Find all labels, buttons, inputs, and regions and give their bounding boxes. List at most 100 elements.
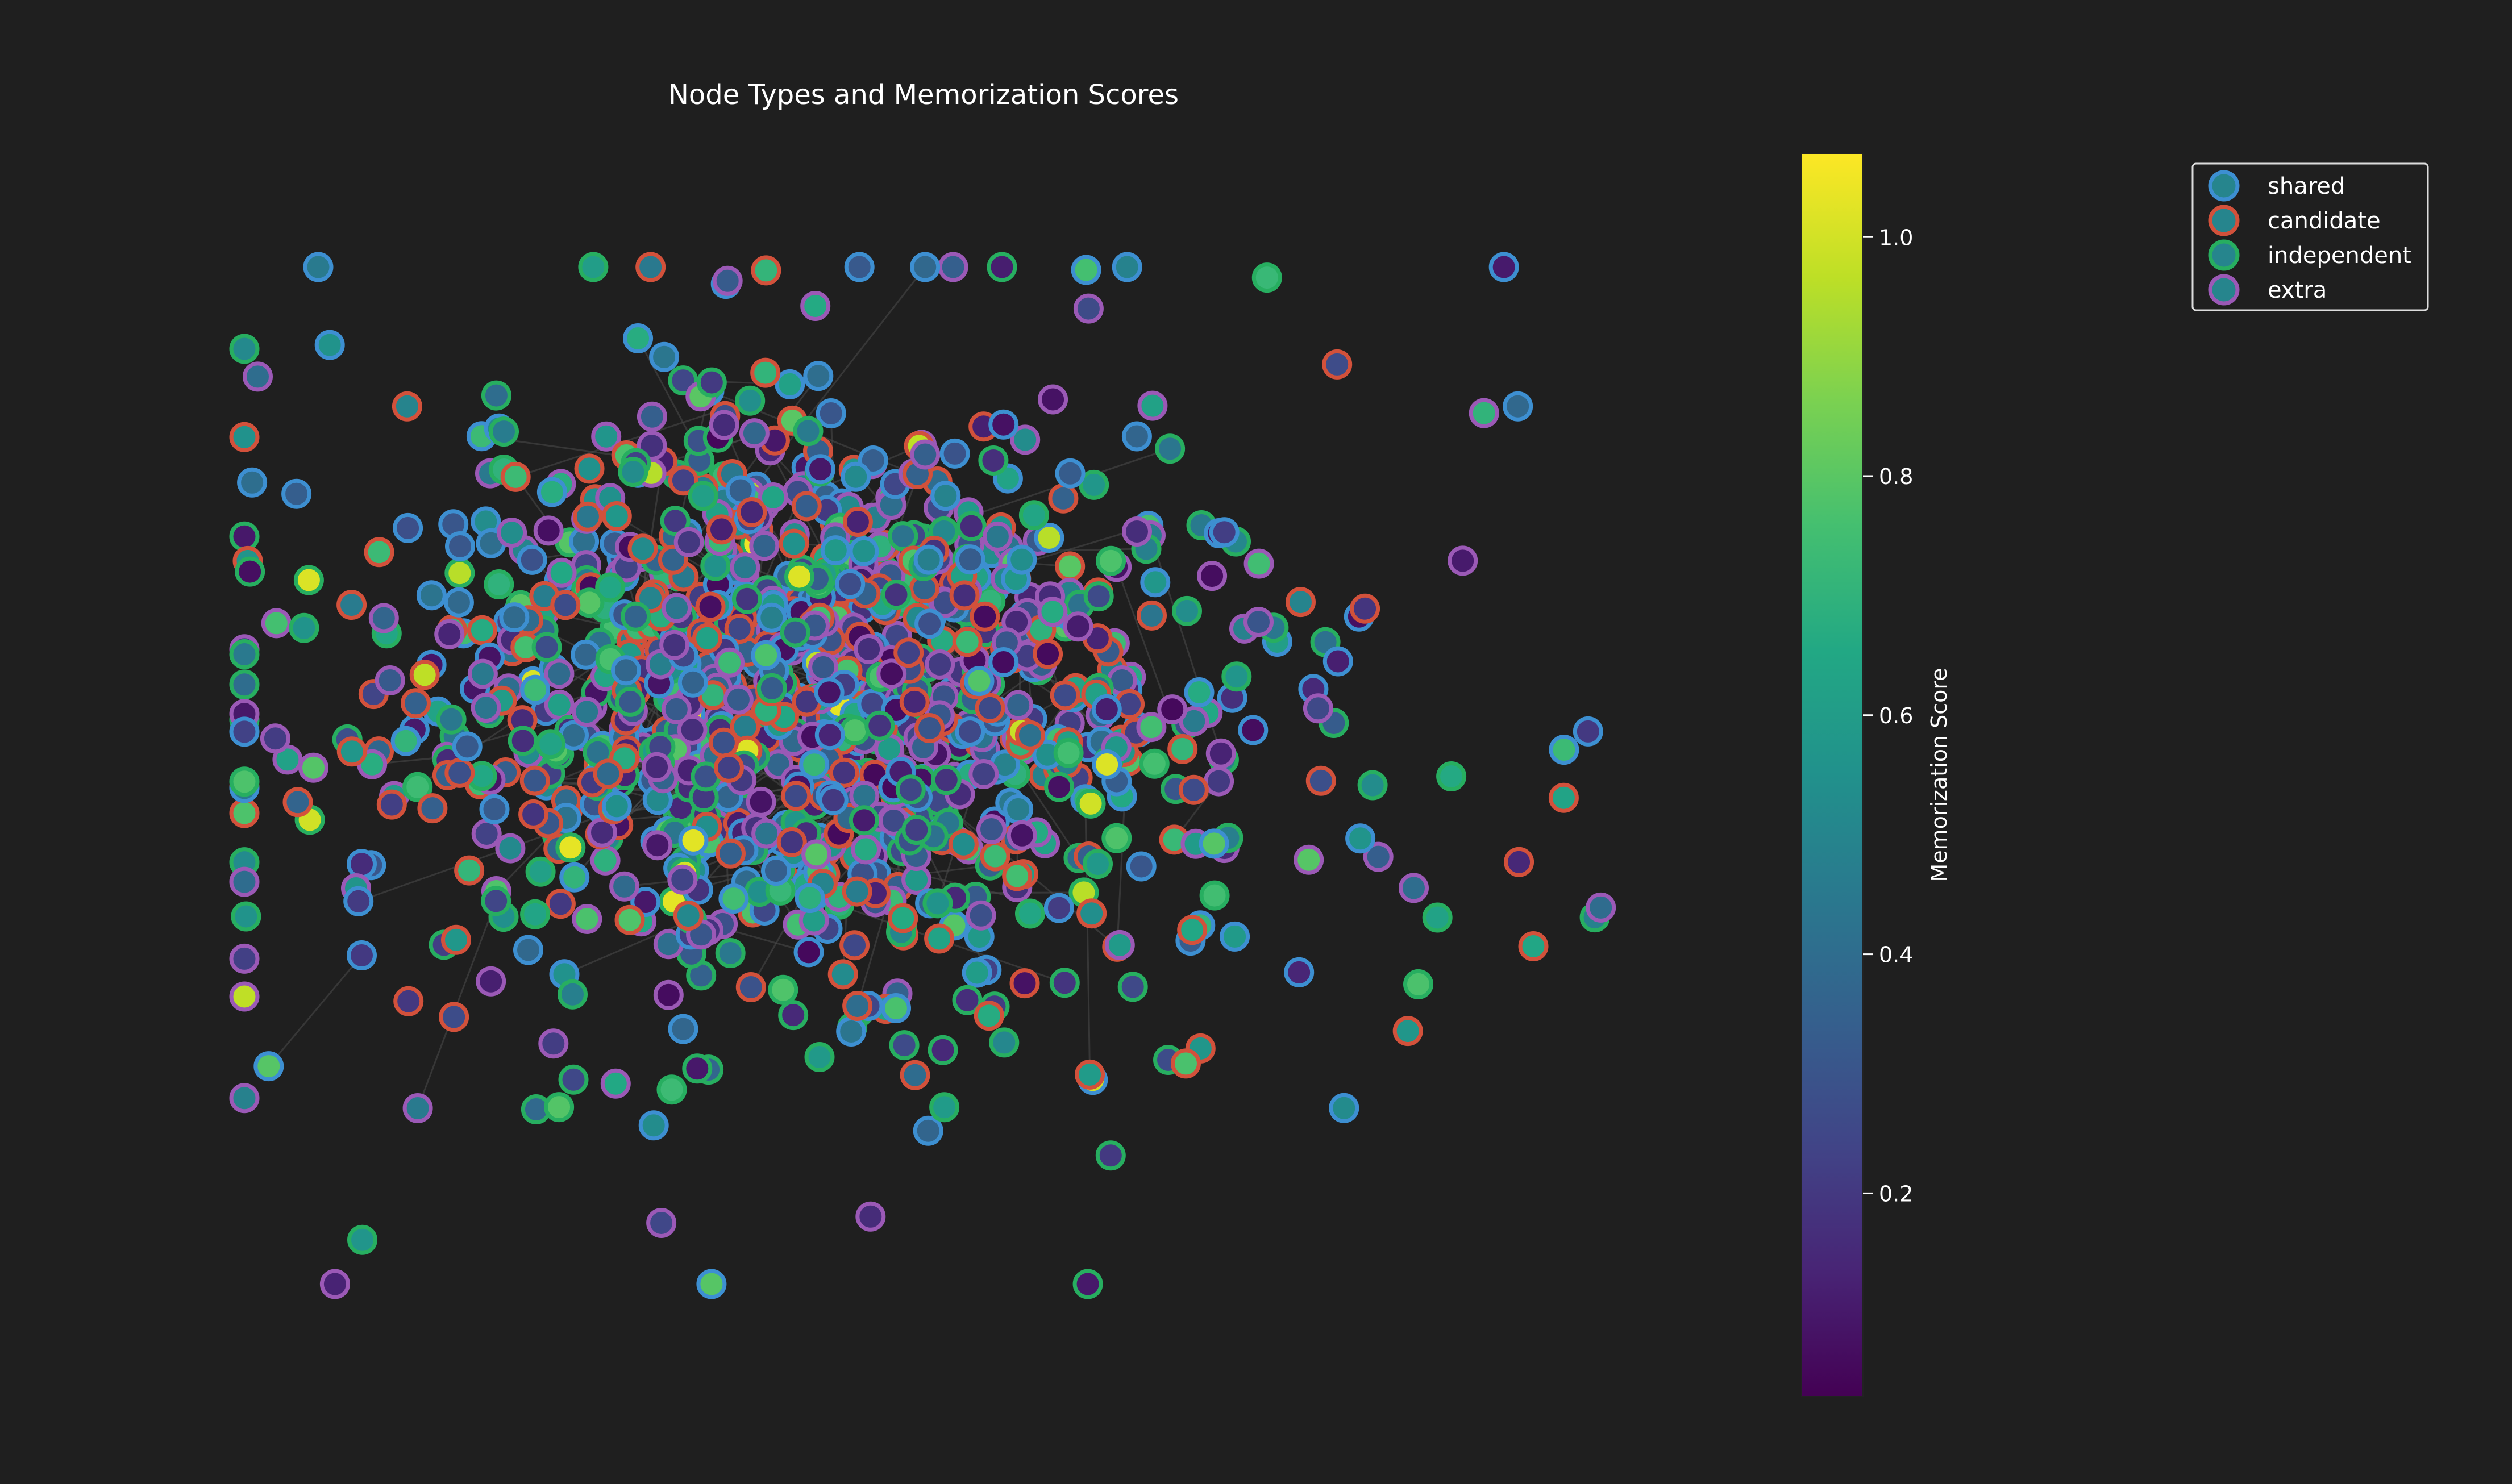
graph-node <box>1197 561 1228 591</box>
graph-node <box>779 528 809 559</box>
graph-node <box>708 727 739 758</box>
graph-node <box>229 716 260 747</box>
graph-node <box>768 974 798 1005</box>
graph-node <box>416 580 447 611</box>
graph-node <box>964 666 995 697</box>
graph-node <box>968 759 999 789</box>
graph-node <box>1167 733 1198 764</box>
graph-node <box>881 993 911 1023</box>
graph-node <box>1155 433 1186 464</box>
graph-node <box>1220 921 1250 952</box>
graph-node <box>780 617 810 648</box>
graph-node <box>1095 1140 1126 1171</box>
graph-node <box>928 1035 958 1065</box>
graph-node <box>1091 694 1122 724</box>
graph-node <box>1104 929 1135 960</box>
graph-node <box>467 658 498 689</box>
graph-node <box>803 361 834 391</box>
graph-node <box>1178 774 1209 805</box>
graph-node <box>229 981 260 1012</box>
graph-node <box>635 252 666 282</box>
graph-node <box>976 814 1007 844</box>
graph-node <box>653 979 684 1010</box>
graph-node <box>814 677 845 708</box>
graph-node <box>696 367 727 398</box>
graph-node <box>559 862 590 893</box>
graph-node <box>229 766 260 797</box>
graph-node <box>1010 424 1041 455</box>
graph-node <box>1073 293 1104 324</box>
graph-node <box>851 834 881 865</box>
graph-node <box>730 552 760 583</box>
graph-node <box>243 361 273 392</box>
graph-node <box>1243 607 1274 637</box>
legend: shared candidate independent extra <box>2191 162 2429 311</box>
graph-node <box>638 1110 669 1141</box>
graph-node <box>519 765 550 796</box>
graph-node <box>956 511 987 541</box>
graph-node <box>801 839 832 870</box>
graph-node <box>1076 898 1107 929</box>
graph-node <box>481 886 511 916</box>
graph-node <box>724 614 755 644</box>
legend-marker-candidate <box>2208 205 2240 236</box>
graph-node <box>1436 761 1467 791</box>
graph-node <box>1171 1048 1201 1079</box>
graph-node <box>761 856 791 886</box>
colorbar-tick-label: 0.6 <box>1879 703 1913 728</box>
graph-node <box>481 380 511 411</box>
graph-node <box>544 690 575 720</box>
graph-node <box>1329 1093 1359 1123</box>
chart-title: Node Types and Memorization Scores <box>668 79 1179 111</box>
colorbar-label: Memorization Score <box>1927 668 1952 882</box>
graph-node <box>952 627 983 657</box>
graph-node <box>1586 892 1616 923</box>
graph-node <box>572 501 603 532</box>
graph-node <box>849 781 880 811</box>
graph-node <box>229 422 260 452</box>
colorbar-tick-label: 0.2 <box>1879 1181 1913 1206</box>
colorbar-ticks: 0.2 0.4 0.6 0.8 1.0 <box>1863 225 1913 1206</box>
graph-node <box>520 674 551 705</box>
graph-node <box>978 445 1009 476</box>
graph-node <box>289 612 319 643</box>
node-layer <box>229 252 1616 1299</box>
graph-node <box>656 1074 687 1105</box>
graph-node <box>642 752 672 782</box>
graph-node <box>893 637 924 668</box>
graph-node <box>1221 661 1252 692</box>
graph-node <box>925 649 955 680</box>
graph-node <box>948 829 979 860</box>
graph-node <box>988 647 1019 677</box>
graph-node <box>1548 782 1579 813</box>
graph-node <box>1363 841 1394 872</box>
graph-node <box>695 591 726 622</box>
graph-node <box>982 521 1013 552</box>
graph-node <box>649 341 680 372</box>
graph-node <box>888 521 918 552</box>
graph-node <box>1007 820 1037 851</box>
graph-node <box>347 940 377 970</box>
graph-node <box>962 957 992 988</box>
graph-node <box>1357 770 1388 801</box>
graph-node <box>816 398 846 428</box>
graph-node <box>1018 500 1049 531</box>
graph-node <box>914 713 945 743</box>
graph-node <box>716 838 746 869</box>
graph-node <box>336 736 367 767</box>
graph-node <box>609 871 640 902</box>
graph-node <box>439 1002 469 1032</box>
graph-node <box>1243 548 1274 579</box>
graph-node <box>955 716 985 747</box>
graph-node <box>555 832 586 863</box>
graph-node <box>402 1093 433 1123</box>
graph-node <box>623 323 654 353</box>
graph-node <box>1199 880 1230 911</box>
graph-node <box>814 720 845 751</box>
graph-node <box>454 855 485 886</box>
graph-node <box>593 758 623 789</box>
graph-node <box>793 937 824 968</box>
legend-marker-independent <box>2208 239 2240 271</box>
graph-node <box>611 655 641 686</box>
